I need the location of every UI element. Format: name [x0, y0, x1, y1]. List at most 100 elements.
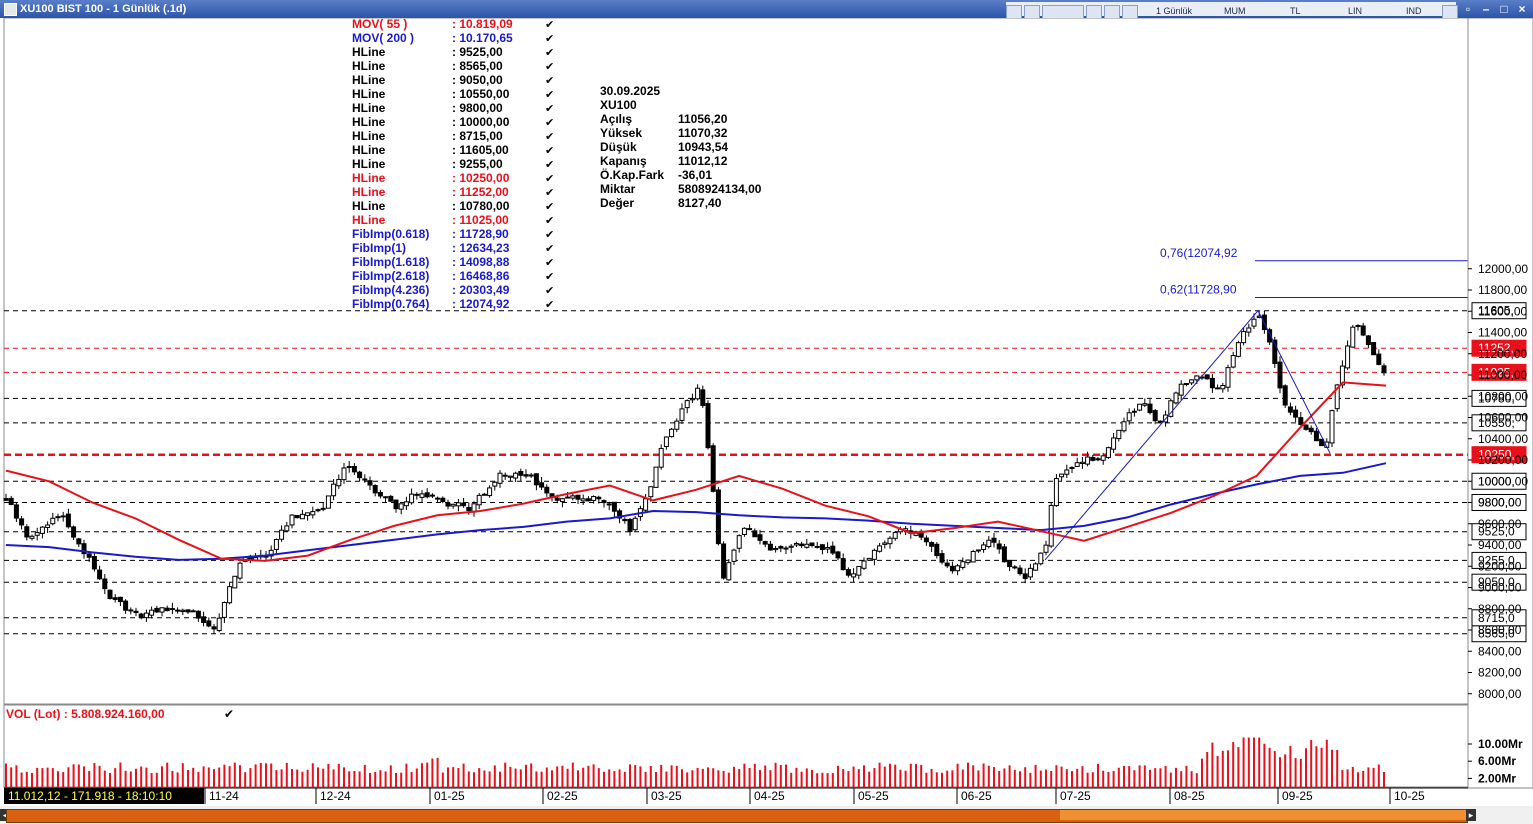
candlestick-chart[interactable]: 0,76(12074,92 0,62(11728,90 VOL (Lot) : 5…	[0, 18, 1533, 806]
status-readout-bg	[4, 788, 204, 804]
candle-body	[981, 544, 987, 550]
candle-body	[325, 495, 331, 509]
restore-icon[interactable]: ▫	[1465, 2, 1471, 16]
candle-body	[117, 596, 123, 603]
candle-body	[632, 517, 638, 531]
legend-value-5: : 10550,00	[452, 87, 510, 101]
candles	[3, 310, 1387, 634]
legend-value-6: : 9800,00	[452, 101, 503, 115]
legend-name-15: FibImp(0.618)	[352, 227, 429, 241]
candle-body	[585, 498, 591, 502]
currency-button[interactable]: TL	[1290, 6, 1301, 16]
scale-button[interactable]: LIN	[1348, 6, 1363, 16]
scroll-left-icon[interactable]: ◂	[0, 809, 10, 821]
candle-body	[1360, 325, 1366, 336]
candle-body	[825, 546, 831, 550]
candle-body	[450, 503, 456, 507]
candle-body	[1095, 458, 1101, 461]
hline-price-label-8: 9255,0	[1478, 553, 1515, 567]
candle-body	[1178, 383, 1184, 396]
x-tick-label-7: 06-25	[961, 789, 992, 803]
candle-body	[617, 510, 623, 519]
candle-body	[934, 543, 940, 557]
legend-value-9: : 11605,00	[452, 143, 509, 157]
candle-body	[383, 496, 389, 499]
volume-label: VOL (Lot) : 5.808.924.160,00	[6, 707, 165, 721]
status-readout: 11.012,12 - 171.918 - 18:10:10	[8, 789, 172, 803]
candle-body	[201, 616, 207, 623]
candle-body	[164, 607, 170, 612]
scroll-right-icon[interactable]: ▸	[1466, 809, 1476, 821]
legend-check-icon-5: ✔	[545, 89, 554, 101]
y-tick-label-6: 9200,00	[1478, 559, 1522, 573]
candle-body	[268, 549, 274, 557]
candle-body	[606, 503, 612, 506]
hline-price-label-3: 10550,	[1478, 416, 1515, 430]
candle-body	[804, 543, 810, 548]
candle-body	[81, 543, 87, 555]
candle-body	[1293, 409, 1299, 418]
period-button[interactable]: 1 Günlük	[1156, 6, 1193, 16]
candle-body	[159, 607, 165, 613]
candle-body	[674, 420, 680, 430]
y-tick-label-17: 11400,00	[1478, 326, 1527, 340]
toolbar-icon-3[interactable]	[1042, 5, 1084, 19]
candle-body	[1079, 461, 1085, 464]
candle-body	[133, 610, 139, 614]
candle-button[interactable]: MUM	[1224, 6, 1246, 16]
legend-value-16: : 12634,23	[452, 241, 510, 255]
candle-body	[1303, 424, 1309, 430]
candle-body	[643, 498, 649, 511]
candle-body	[799, 543, 805, 547]
candle-body	[929, 542, 935, 547]
info-label-4: Ö.Kap.Fark	[600, 167, 664, 182]
candle-body	[305, 512, 311, 516]
horizontal-scrollbar[interactable]: ◂ ▸	[0, 806, 1533, 824]
info-date: 30.09.2025	[600, 84, 660, 98]
info-label-5: Miktar	[600, 182, 636, 196]
candle-body	[923, 537, 929, 543]
candle-body	[986, 539, 992, 548]
candle-body	[1116, 429, 1122, 440]
volume-tick-label-0: 2.00Mr	[1478, 771, 1516, 785]
candle-body	[1033, 563, 1039, 571]
legend-check-icon-2: ✔	[545, 47, 554, 59]
chart-toolbar: 1 Günlük MUM TL LIN IND	[1006, 2, 1458, 19]
candle-body	[695, 387, 701, 400]
candle-body	[320, 507, 326, 510]
y-tick-label-4: 8800,00	[1478, 602, 1522, 616]
toolbar-icon-2[interactable]	[1024, 5, 1040, 19]
candle-body	[1043, 544, 1049, 553]
toolbar-icon-4[interactable]	[1086, 5, 1102, 19]
maximize-icon[interactable]: □	[1500, 2, 1508, 16]
toolbar-icon-6[interactable]	[1122, 5, 1138, 19]
candle-body	[1007, 559, 1013, 568]
toolbar-icon-1[interactable]	[1006, 5, 1022, 19]
hline-price-label-0: 9525,0	[1478, 525, 1515, 539]
hline-price-tag-6	[1471, 609, 1527, 627]
candle-body	[331, 483, 337, 497]
legend-check-icon-16: ✔	[545, 243, 554, 255]
legend-check-icon-19: ✔	[545, 285, 554, 297]
toolbar-icon-7[interactable]	[1442, 5, 1458, 19]
window-icon[interactable]	[4, 3, 17, 16]
candle-body	[429, 494, 435, 497]
candle-body	[679, 408, 685, 421]
close-icon[interactable]: ×	[1518, 2, 1526, 16]
y-tick-label-19: 11800,00	[1478, 283, 1527, 297]
candle-body	[221, 602, 227, 618]
legend-name-1: MOV( 200 )	[352, 31, 414, 45]
scroll-thumb[interactable]	[1060, 810, 1466, 820]
minimize-icon[interactable]: –	[1482, 2, 1490, 16]
x-tick-label-4: 03-25	[651, 789, 682, 803]
indicator-button[interactable]: IND	[1406, 6, 1422, 16]
candle-body	[518, 471, 524, 476]
candle-body	[1001, 546, 1007, 563]
candle-body	[1199, 376, 1205, 379]
toolbar-icon-5[interactable]	[1104, 5, 1120, 19]
candle-body	[60, 515, 66, 518]
candle-body	[393, 499, 399, 510]
candle-body	[1131, 410, 1137, 413]
candle-body	[591, 496, 597, 501]
candle-body	[1126, 412, 1132, 422]
